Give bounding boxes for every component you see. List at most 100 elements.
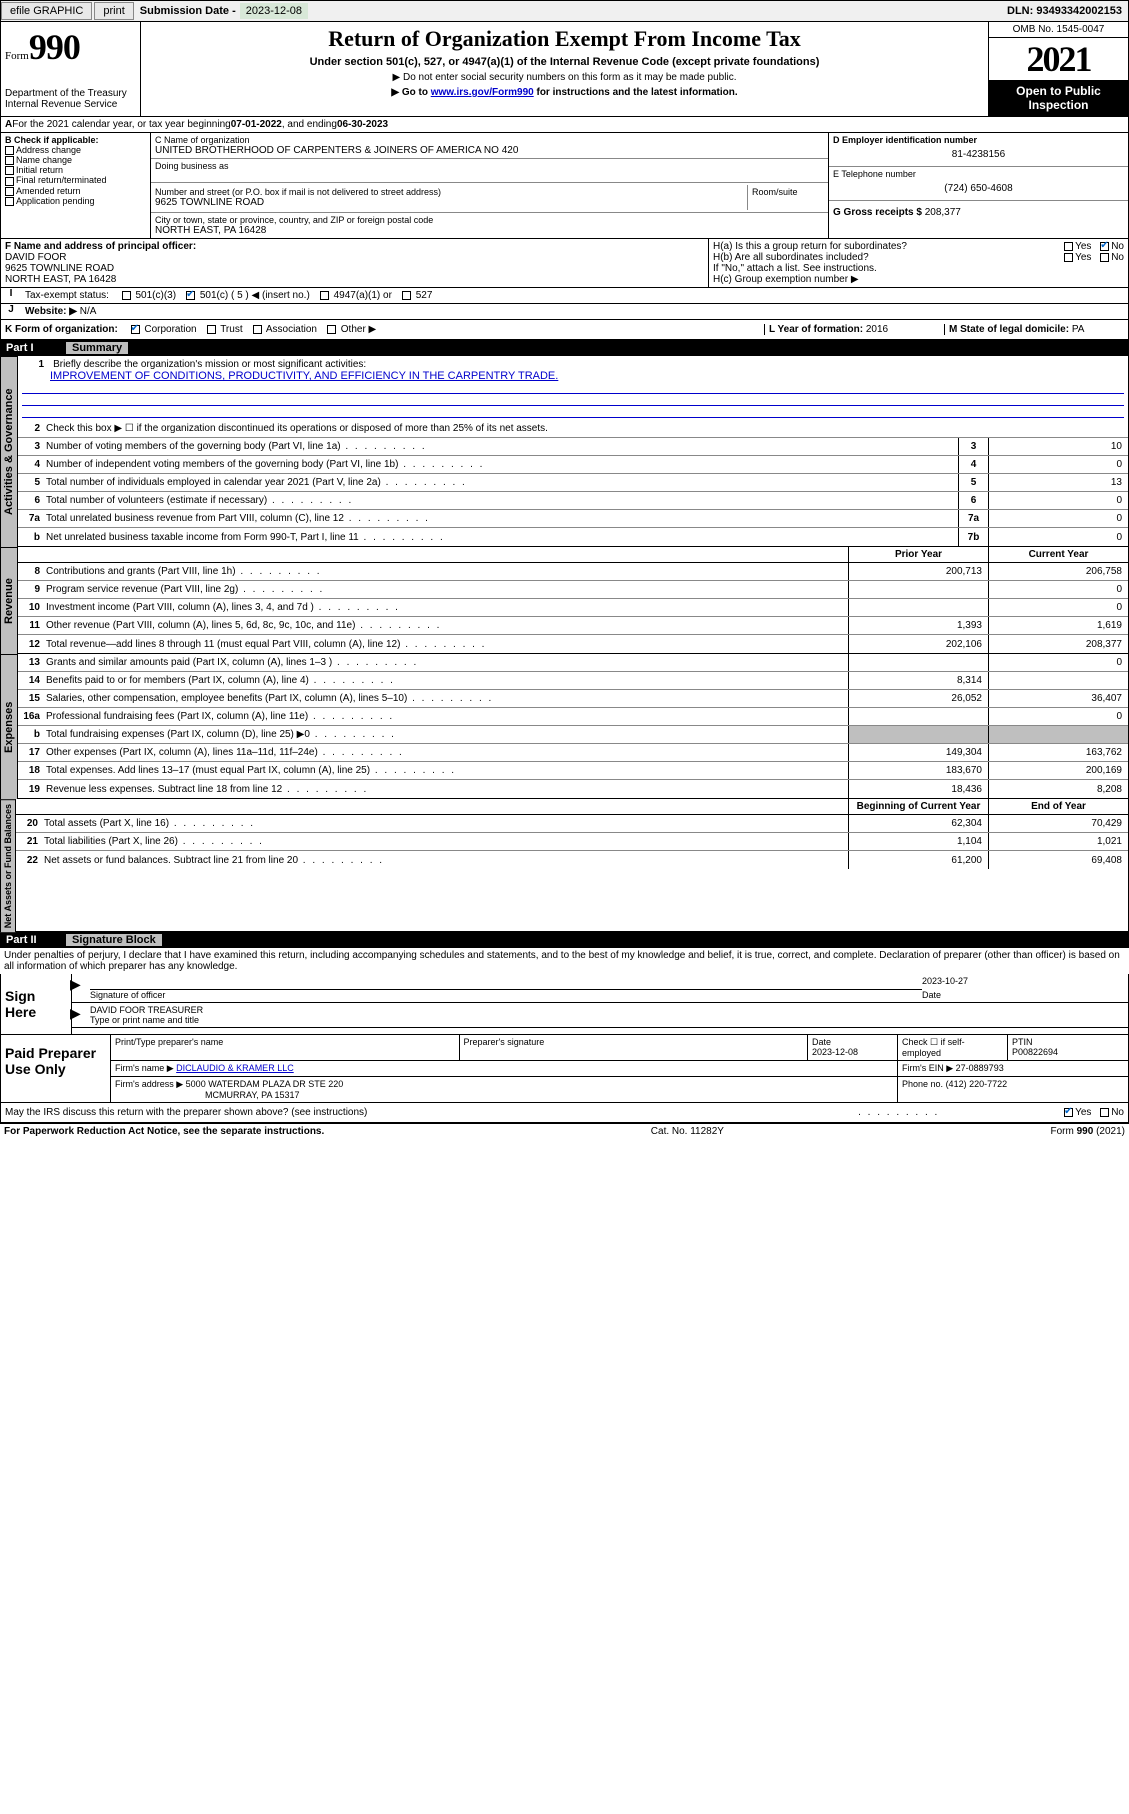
officer-addr2: NORTH EAST, PA 16428 (5, 274, 704, 285)
firm-ein: Firm's EIN ▶ 27-0889793 (898, 1061, 1128, 1076)
tax-period-line: A For the 2021 calendar year, or tax yea… (0, 117, 1129, 133)
return-title: Return of Organization Exempt From Incom… (145, 26, 984, 52)
form-org-option[interactable]: Trust (207, 324, 243, 335)
exp-tab: Expenses (0, 654, 18, 799)
date-label: Date (922, 990, 941, 1000)
form-number: Form990 (5, 26, 136, 68)
discuss-yes-checkbox[interactable] (1064, 1108, 1073, 1117)
gross-receipts-value: 208,377 (925, 207, 961, 218)
firm-addr2: MCMURRAY, PA 15317 (115, 1090, 893, 1100)
gov-tab: Activities & Governance (0, 356, 18, 547)
signature-arrow-icon: ▶ (70, 1005, 81, 1022)
summary-line: 6Total number of volunteers (estimate if… (18, 492, 1128, 510)
checkbox-option[interactable]: Initial return (5, 165, 146, 175)
irs-link[interactable]: www.irs.gov/Form990 (431, 87, 534, 98)
eoy-header: End of Year (988, 799, 1128, 814)
ssn-note: ▶ Do not enter social security numbers o… (145, 72, 984, 83)
activities-governance-section: Activities & Governance 1 Briefly descri… (0, 356, 1129, 547)
ein-label: D Employer identification number (833, 135, 1124, 145)
top-toolbar: efile GRAPHIC print Submission Date - 20… (0, 0, 1129, 22)
checkbox-option[interactable]: Final return/terminated (5, 175, 146, 185)
prep-selfemp: Check ☐ if self-employed (898, 1035, 1008, 1060)
tax-status-option[interactable]: 527 (402, 290, 432, 301)
officer-name: DAVID FOOR (5, 252, 704, 263)
return-subtitle: Under section 501(c), 527, or 4947(a)(1)… (145, 56, 984, 68)
ha-answer: Yes No (1058, 241, 1124, 252)
summary-line: 22Net assets or fund balances. Subtract … (16, 851, 1128, 869)
checkbox-option[interactable]: Name change (5, 155, 146, 165)
form-header: Form990 Department of the Treasury Inter… (0, 22, 1129, 117)
ha-label: H(a) Is this a group return for subordin… (713, 241, 1058, 252)
tax-status-option[interactable]: 501(c) ( 5 ) ◀ (insert no.) (186, 290, 310, 301)
officer-addr1: 9625 TOWNLINE ROAD (5, 263, 704, 274)
prep-name-header: Print/Type preparer's name (111, 1035, 460, 1060)
paid-preparer-label: Paid Preparer Use Only (1, 1035, 111, 1102)
summary-line: 9Program service revenue (Part VIII, lin… (18, 581, 1128, 599)
summary-line: 12Total revenue—add lines 8 through 11 (… (18, 635, 1128, 653)
street-address: 9625 TOWNLINE ROAD (155, 197, 743, 208)
summary-line: 10Investment income (Part VIII, column (… (18, 599, 1128, 617)
type-name-label: Type or print name and title (90, 1015, 199, 1025)
summary-line: 7aTotal unrelated business revenue from … (18, 510, 1128, 528)
summary-line: 19Revenue less expenses. Subtract line 1… (18, 780, 1128, 798)
part2-header: Part II Signature Block (0, 932, 1129, 948)
ein-value: 81-4238156 (833, 145, 1124, 164)
efile-button[interactable]: efile GRAPHIC (1, 2, 92, 20)
prep-date: Date2023-12-08 (808, 1035, 898, 1060)
checkbox-option[interactable]: Amended return (5, 186, 146, 196)
checkbox-option[interactable]: Address change (5, 145, 146, 155)
entity-block: B Check if applicable: Address changeNam… (0, 133, 1129, 239)
omb-number: OMB No. 1545-0047 (989, 22, 1128, 38)
part1-header: Part I Summary (0, 340, 1129, 356)
boy-header: Beginning of Current Year (848, 799, 988, 814)
summary-line: bNet unrelated business taxable income f… (18, 528, 1128, 546)
rev-tab: Revenue (0, 547, 18, 654)
hb-label: H(b) Are all subordinates included? (713, 252, 1058, 263)
form-org-option[interactable]: Other ▶ (327, 324, 376, 335)
revenue-section: Revenue Prior Year Current Year 8Contrib… (0, 547, 1129, 654)
org-name: UNITED BROTHERHOOD OF CARPENTERS & JOINE… (155, 145, 824, 156)
paid-preparer-block: Paid Preparer Use Only Print/Type prepar… (0, 1035, 1129, 1103)
firm-addr1: 5000 WATERDAM PLAZA DR STE 220 (186, 1079, 344, 1089)
hc-label: H(c) Group exemption number ▶ (713, 274, 1124, 285)
net-assets-section: Net Assets or Fund Balances Beginning of… (0, 799, 1129, 932)
sign-date: 2023-10-27 (922, 976, 1122, 990)
phone-label: E Telephone number (833, 169, 1124, 179)
dept-label: Department of the Treasury Internal Reve… (5, 88, 136, 110)
tax-status-option[interactable]: 4947(a)(1) or (320, 290, 392, 301)
officer-group-block: F Name and address of principal officer:… (0, 239, 1129, 288)
prep-sig-header: Preparer's signature (460, 1035, 809, 1060)
form-org-option[interactable]: Corporation (131, 324, 197, 335)
signature-arrow-icon: ▶ (70, 976, 81, 993)
page-footer: For Paperwork Reduction Act Notice, see … (0, 1123, 1129, 1139)
summary-line: 3Number of voting members of the governi… (18, 438, 1128, 456)
summary-line: 21Total liabilities (Part X, line 26)1,1… (16, 833, 1128, 851)
tax-status-block: I Tax-exempt status: 501(c)(3) 501(c) ( … (0, 288, 1129, 304)
expenses-section: Expenses 13Grants and similar amounts pa… (0, 654, 1129, 799)
submission-date-label: Submission Date - (140, 5, 236, 17)
firm-name-link[interactable]: DICLAUDIO & KRAMER LLC (176, 1063, 294, 1073)
current-year-header: Current Year (988, 547, 1128, 562)
tax-status-option[interactable]: 501(c)(3) (122, 290, 176, 301)
city-state-zip: NORTH EAST, PA 16428 (155, 225, 824, 236)
summary-line: 18Total expenses. Add lines 13–17 (must … (18, 762, 1128, 780)
officer-label: F Name and address of principal officer: (5, 241, 704, 252)
dln: DLN: 93493342002153 (1007, 5, 1128, 17)
goto-note: ▶ Go to www.irs.gov/Form990 for instruct… (145, 87, 984, 98)
form-org-block: K Form of organization: Corporation Trus… (0, 320, 1129, 340)
officer-name-title: DAVID FOOR TREASURER (90, 1005, 1122, 1015)
q2-text: Check this box ▶ ☐ if the organization d… (44, 421, 1128, 436)
mission-link[interactable]: IMPROVEMENT OF CONDITIONS, PRODUCTIVITY,… (50, 370, 558, 382)
discuss-no-checkbox[interactable] (1100, 1108, 1109, 1117)
summary-line: 11Other revenue (Part VIII, column (A), … (18, 617, 1128, 635)
city-label: City or town, state or province, country… (155, 215, 824, 225)
print-button[interactable]: print (94, 2, 133, 20)
summary-line: bTotal fundraising expenses (Part IX, co… (18, 726, 1128, 744)
prior-year-header: Prior Year (848, 547, 988, 562)
hb-answer: Yes No (1058, 252, 1124, 263)
summary-line: 8Contributions and grants (Part VIII, li… (18, 563, 1128, 581)
dba-label: Doing business as (155, 161, 824, 171)
form-org-option[interactable]: Association (253, 324, 317, 335)
checkbox-option[interactable]: Application pending (5, 196, 146, 206)
prep-ptin: PTINP00822694 (1008, 1035, 1128, 1060)
